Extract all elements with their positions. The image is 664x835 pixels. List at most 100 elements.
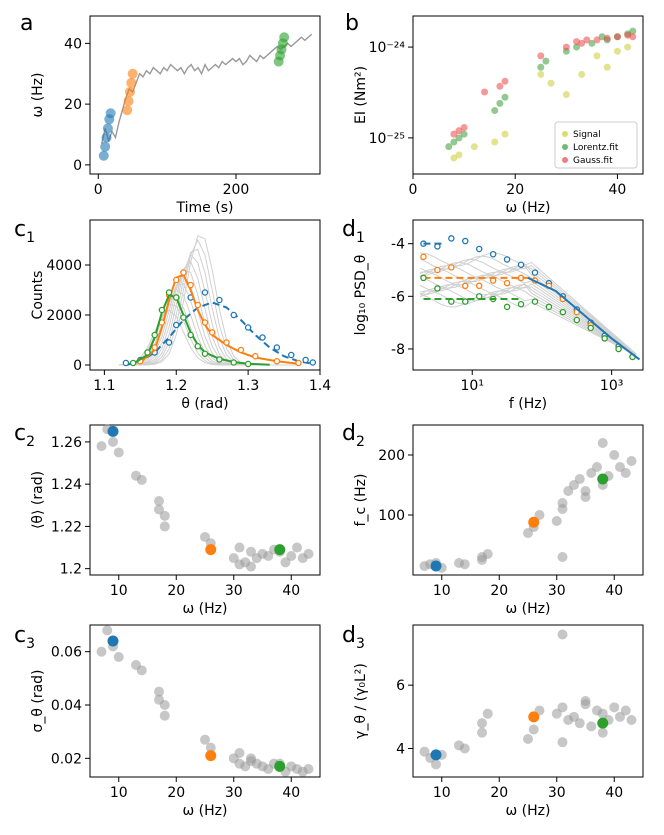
data-point-green-data bbox=[601, 335, 608, 342]
x-axis-label: f (Hz) bbox=[509, 396, 547, 412]
data-point-blue-segment bbox=[98, 150, 109, 161]
legend-marker bbox=[562, 131, 568, 137]
data-point-Lorentz-fit bbox=[491, 107, 499, 115]
data-point-Gauss-fit bbox=[450, 130, 458, 138]
x-axis-label: ω (Hz) bbox=[506, 601, 551, 617]
data-point-green-data bbox=[545, 303, 553, 311]
data-point-Signal bbox=[547, 79, 555, 87]
data-point-Gauss-fit bbox=[537, 52, 545, 60]
data-point-orange-data bbox=[180, 269, 187, 276]
data-point-orange-data bbox=[434, 266, 441, 274]
background-curve bbox=[419, 265, 637, 355]
background-curve bbox=[419, 290, 637, 356]
background-curve bbox=[419, 252, 637, 355]
x-axis-label: ω (Hz) bbox=[506, 200, 551, 216]
data-point-grey bbox=[574, 718, 585, 729]
data-point-grey bbox=[557, 552, 568, 562]
data-point-grey bbox=[200, 531, 210, 542]
plot-frame bbox=[89, 15, 321, 175]
background-curve bbox=[419, 262, 637, 355]
data-point-Gauss-fit bbox=[460, 124, 468, 132]
data-point-grey bbox=[154, 694, 164, 705]
data-point-orange-data bbox=[252, 352, 259, 360]
data-point-Signal bbox=[491, 138, 499, 146]
data-point-Lorentz-fit bbox=[542, 57, 550, 65]
data-point-grey bbox=[557, 702, 568, 713]
data-point-green-data bbox=[216, 356, 223, 363]
data-point-Signal bbox=[562, 91, 570, 99]
data-point-orange bbox=[205, 544, 217, 556]
data-point-grey bbox=[551, 516, 562, 526]
data-point-Signal bbox=[578, 70, 586, 78]
data-point-Signal bbox=[455, 151, 463, 159]
data-point-Gauss-fit bbox=[496, 82, 504, 90]
data-point-grey bbox=[234, 748, 245, 758]
data-point-green-data bbox=[230, 359, 237, 366]
plot-frame bbox=[412, 219, 644, 371]
plot-frame bbox=[89, 219, 321, 371]
series-line-orange-fit bbox=[139, 273, 299, 365]
y-tick-label: 1.24 bbox=[51, 477, 82, 493]
x-tick-label: 40 bbox=[609, 182, 627, 198]
data-point-green-data bbox=[503, 303, 511, 311]
panel-subscript: 1 bbox=[356, 230, 365, 246]
y-tick-label: 100 bbox=[378, 508, 405, 524]
data-point-blue-segment bbox=[102, 123, 113, 134]
data-point-grey bbox=[580, 492, 591, 502]
panel-d3: d3 ω (Hz) γ_θ / (γ₀L²) 10 20 30 40 4 6 bbox=[342, 623, 644, 819]
panel-label: d3 bbox=[342, 623, 365, 652]
legend-marker bbox=[562, 157, 568, 163]
data-point-blue-data bbox=[302, 356, 309, 364]
x-tick-label: 10¹ bbox=[461, 378, 484, 394]
y-tick-label: -6 bbox=[391, 289, 405, 305]
data-point-green-data bbox=[434, 285, 441, 292]
data-point-blue-segment bbox=[105, 108, 116, 119]
data-point-blue-segment bbox=[101, 132, 112, 143]
panel-subscript: 2 bbox=[356, 434, 365, 450]
x-axis-label: Time (s) bbox=[176, 200, 234, 216]
data-point-blue bbox=[107, 635, 119, 647]
x-axis-label: ω (Hz) bbox=[506, 803, 551, 819]
plot-frame bbox=[412, 424, 644, 576]
data-point-blue-data bbox=[122, 359, 130, 367]
data-point-orange-data bbox=[237, 346, 245, 354]
data-point-Gauss-fit bbox=[583, 36, 591, 44]
data-point-orange-data bbox=[208, 329, 216, 336]
data-point-blue-segment bbox=[100, 141, 111, 152]
y-tick-label: -4 bbox=[391, 237, 405, 253]
data-point-grey bbox=[419, 746, 430, 757]
background-curve bbox=[419, 283, 637, 356]
data-point-orange-segment bbox=[124, 86, 135, 97]
panel-label: c1 bbox=[14, 217, 35, 246]
data-point-green-data bbox=[615, 345, 622, 353]
data-point-grey bbox=[246, 561, 256, 572]
data-point-grey bbox=[609, 702, 620, 713]
data-point-Lorentz-fit bbox=[573, 43, 581, 51]
panel-c2: c2 ω (Hz) ⟨θ⟩ (rad) 10 20 30 40 1.2 1.22 1.24 1.26 bbox=[14, 421, 321, 617]
data-point-Signal bbox=[613, 47, 621, 55]
data-point-Gauss-fit bbox=[501, 77, 509, 85]
data-point-orange-data bbox=[295, 359, 302, 367]
data-point-orange bbox=[205, 750, 217, 762]
x-tick-label: 30 bbox=[225, 785, 243, 801]
panel-a: a Time (s) ω (Hz) 0 200 0 20 40 bbox=[20, 11, 321, 216]
panel-label: b bbox=[345, 11, 359, 36]
y-tick-label: 0 bbox=[73, 358, 82, 374]
data-point-grey bbox=[200, 734, 210, 745]
y-axis-label: Counts bbox=[30, 271, 46, 320]
data-point-grey bbox=[459, 743, 470, 754]
data-point-orange bbox=[528, 516, 540, 528]
y-axis-label: EI (Nm²) bbox=[353, 66, 369, 124]
data-point-green-data bbox=[559, 308, 567, 316]
data-point-orange-data bbox=[187, 281, 194, 289]
data-point-orange-data bbox=[420, 253, 427, 261]
data-point-grey bbox=[431, 759, 441, 770]
data-point-green-segment bbox=[279, 32, 290, 43]
data-point-grey bbox=[234, 559, 245, 570]
x-tick-label: 20 bbox=[506, 182, 524, 198]
data-point-blue bbox=[107, 425, 119, 437]
data-point-grey bbox=[303, 764, 314, 774]
data-point-grey bbox=[228, 553, 239, 564]
data-point-blue-data bbox=[165, 339, 173, 346]
